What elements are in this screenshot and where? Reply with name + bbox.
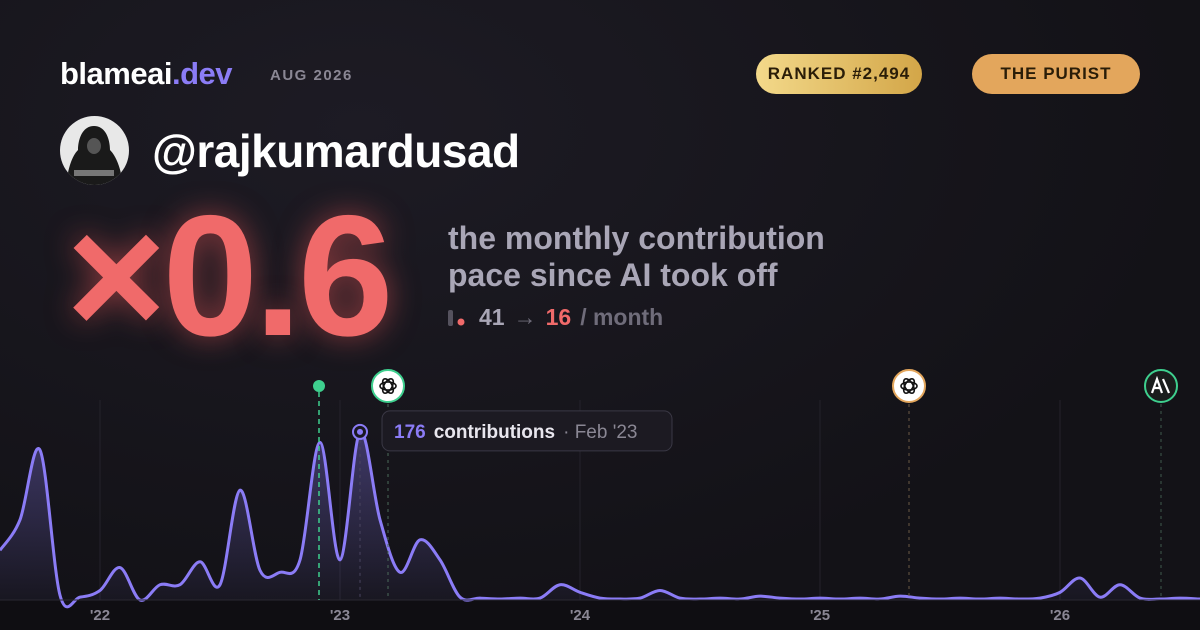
anthropic-icon <box>1144 369 1178 403</box>
caption: pace since AI took off <box>448 257 778 293</box>
handle: @rajkumardusad <box>152 125 520 177</box>
legend-icon <box>448 309 465 326</box>
x-tick-label: '25 <box>810 607 830 624</box>
x-tick-label: '23 <box>330 607 350 624</box>
site: blameai <box>60 56 172 91</box>
x-tick-label: '26 <box>1050 607 1070 624</box>
line <box>0 430 1200 609</box>
rank-badge: RANKED #2,494 <box>756 54 922 94</box>
openai-icon <box>371 369 405 403</box>
unit: / month <box>580 304 664 330</box>
tooltip-text: 176 contributions · Feb '23 <box>394 422 637 443</box>
date: AUG 2026 <box>270 67 353 84</box>
site-name: blameai.dev <box>60 56 232 92</box>
pace-factor: ×0.6 <box>66 180 394 372</box>
axis-strip <box>0 600 1200 630</box>
arrow: → <box>513 304 537 330</box>
openai-icon <box>892 369 926 403</box>
tooltip-part: contributions <box>434 422 555 443</box>
after: 16 <box>545 304 572 330</box>
tooltip-part: 176 <box>394 422 426 443</box>
tooltip-part: · Feb '23 <box>563 422 637 443</box>
hover-point-core <box>357 428 363 435</box>
before: 41 <box>479 304 505 330</box>
area <box>0 431 1200 607</box>
event-dot <box>313 380 325 392</box>
caption: the monthly contribution <box>448 220 825 256</box>
tooltip <box>381 410 673 452</box>
avatar <box>60 116 129 185</box>
pace-row: 41 → 16 / month <box>448 304 663 331</box>
x-tick-label: '22 <box>90 607 110 624</box>
site-tld: .dev <box>171 56 233 91</box>
persona-badge: THE PURIST <box>972 54 1140 94</box>
x-tick-label: '24 <box>570 607 591 624</box>
